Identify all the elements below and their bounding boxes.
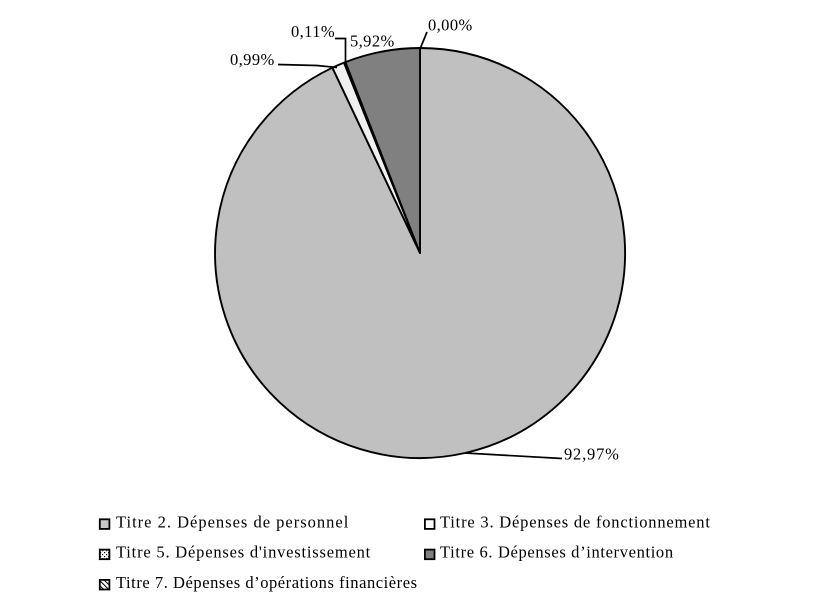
- svg-text:Titre 2. Dépenses de personnel: Titre 2. Dépenses de personnel: [116, 513, 349, 532]
- svg-text:0,00%: 0,00%: [428, 16, 473, 35]
- svg-text:Titre 5. Dépenses d'investisse: Titre 5. Dépenses d'investissement: [116, 543, 371, 562]
- svg-text:0,11%: 0,11%: [291, 22, 335, 41]
- svg-text:0,99%: 0,99%: [230, 50, 275, 69]
- svg-text:Titre 6. Dépenses d’interventi: Titre 6. Dépenses d’intervention: [440, 543, 674, 562]
- svg-text:Titre 7. Dépenses d’opérations: Titre 7. Dépenses d’opérations financièr…: [116, 573, 418, 592]
- svg-text:Titre 3. Dépenses de fonctionn: Titre 3. Dépenses de fonctionnement: [440, 513, 711, 532]
- svg-text:5,92%: 5,92%: [350, 31, 395, 50]
- svg-text:92,97%: 92,97%: [564, 445, 620, 464]
